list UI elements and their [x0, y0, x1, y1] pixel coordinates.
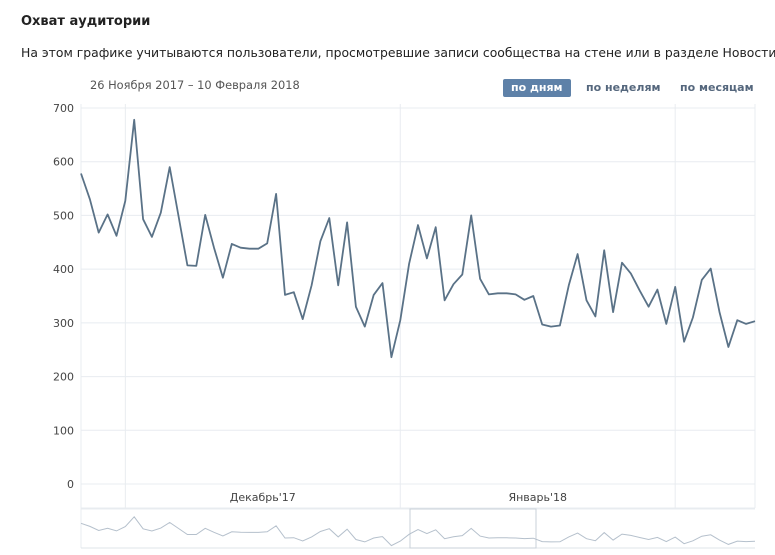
period-months-button[interactable]: по месяцам [680, 81, 754, 94]
series-line-layer [80, 118, 756, 359]
y-tick-label: 200 [53, 371, 74, 384]
y-tick-label: 400 [53, 263, 74, 276]
overview-preview-line [80, 516, 756, 547]
series-line [80, 118, 756, 359]
overview-selection-window[interactable] [409, 508, 537, 549]
y-tick-label: 500 [53, 209, 74, 222]
y-tick-label: 300 [53, 317, 74, 330]
x-axis: Декабрь'17 Январь'18 [230, 491, 567, 504]
period-weeks-button[interactable]: по неделям [586, 81, 661, 94]
chart-grid [80, 104, 756, 548]
y-tick-label: 0 [67, 478, 74, 491]
x-tick-label: Январь'18 [508, 491, 567, 504]
page-title: Охват аудитории [21, 14, 151, 29]
y-axis: 0 100 200 300 400 500 600 700 [53, 102, 74, 491]
overview-navigator[interactable] [80, 508, 756, 549]
y-tick-label: 100 [53, 424, 74, 437]
y-tick-label: 600 [53, 156, 74, 169]
date-range-label: 26 Ноября 2017 – 10 Февраля 2018 [90, 78, 300, 92]
period-days-button[interactable]: по дням [503, 79, 571, 97]
y-tick-label: 700 [53, 102, 74, 115]
x-tick-label: Декабрь'17 [230, 491, 296, 504]
chart-description: На этом графике учитываются пользователи… [21, 45, 775, 60]
